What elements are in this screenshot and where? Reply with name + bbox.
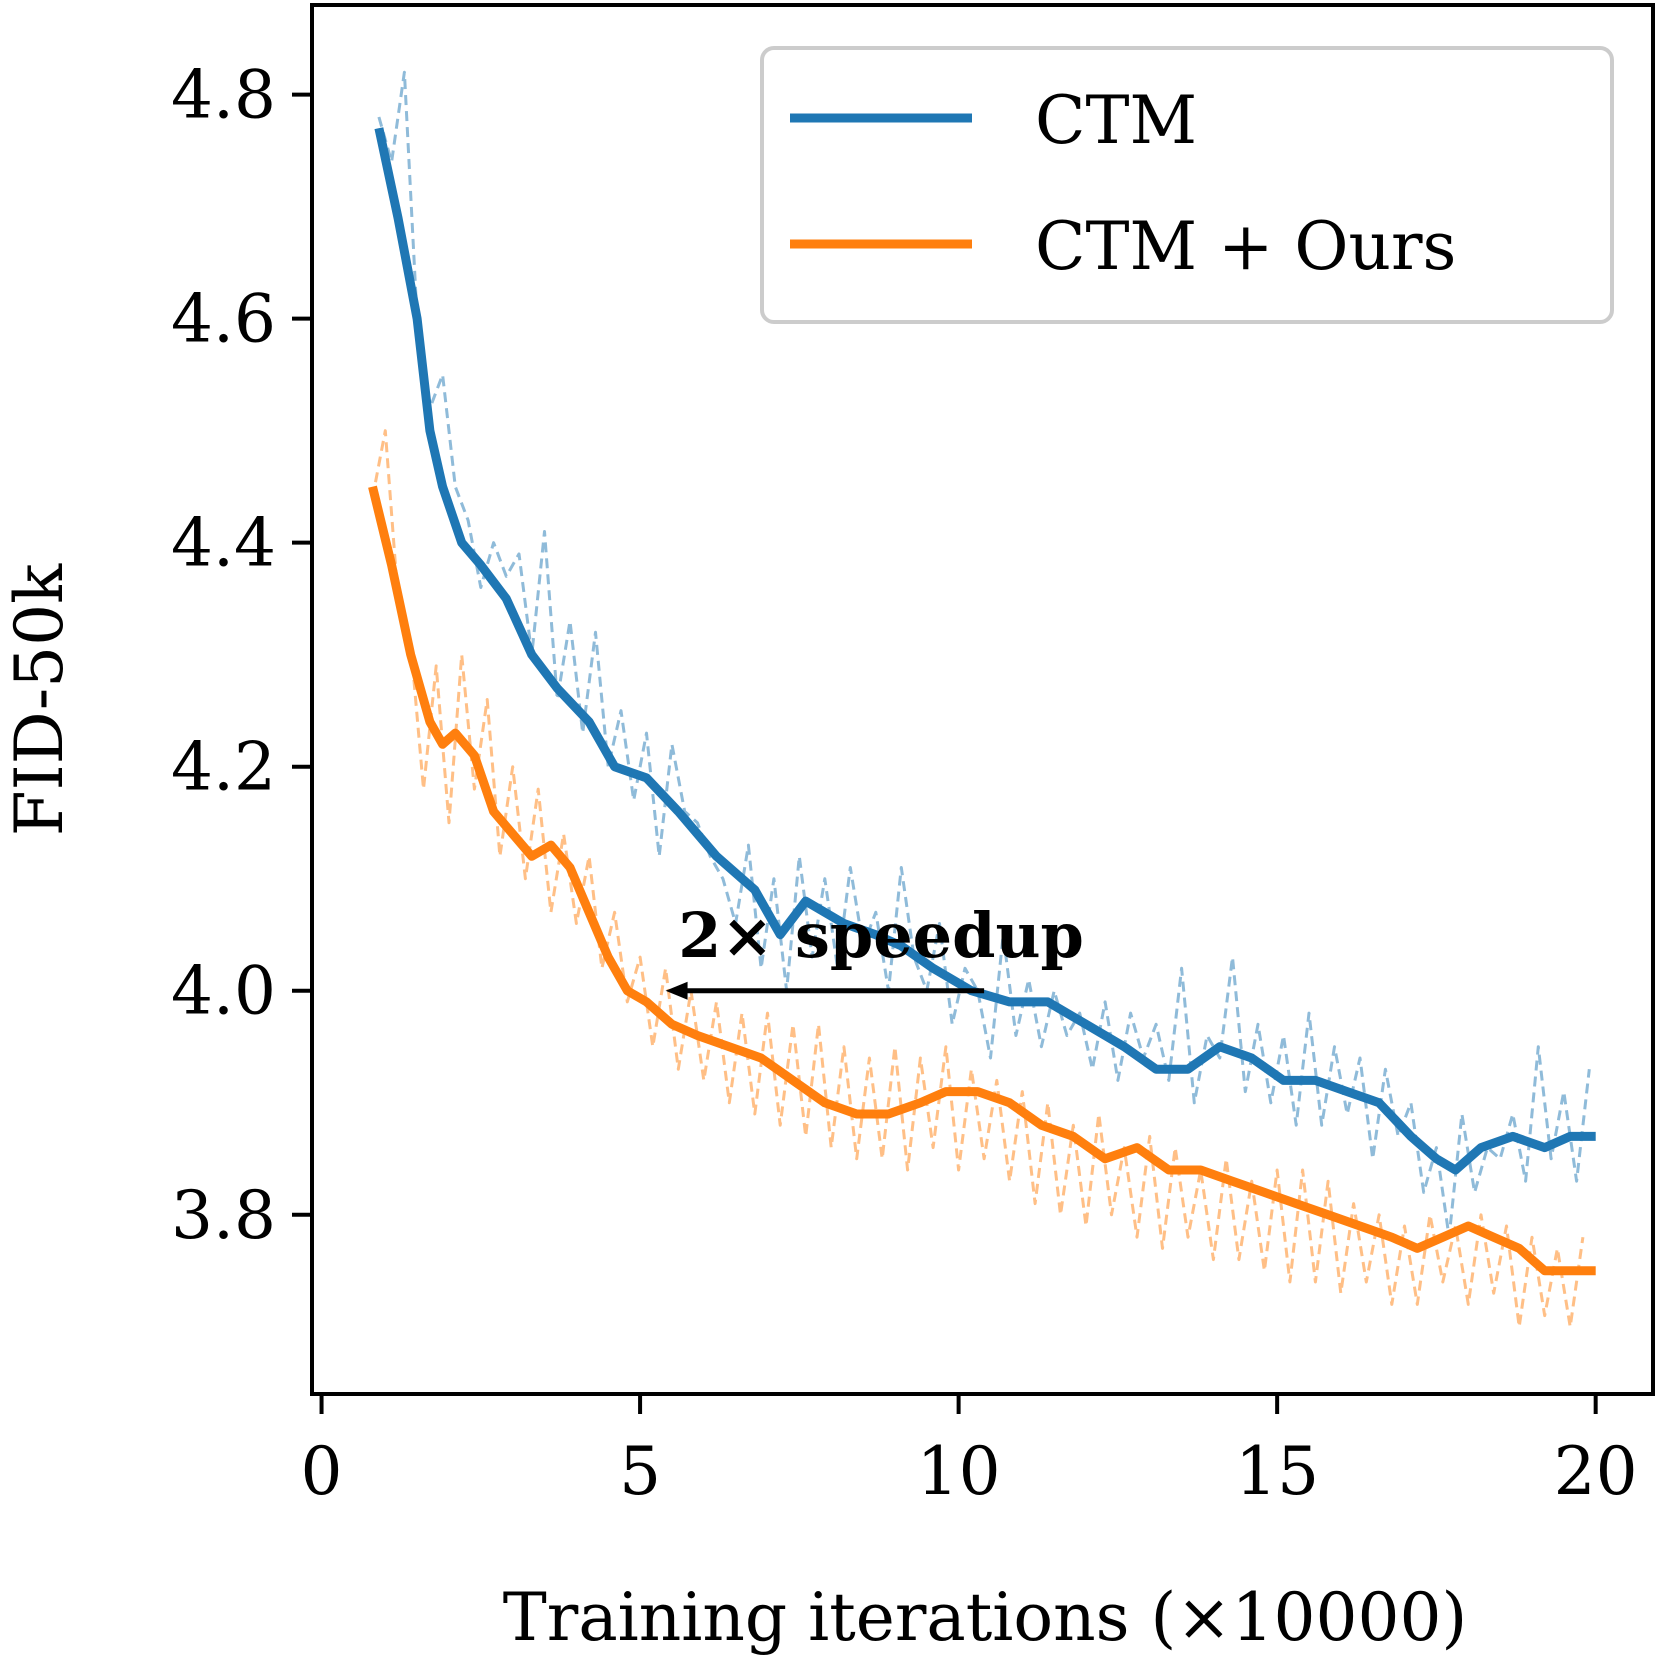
- y-tick-label: 4.2: [171, 729, 276, 806]
- x-tick-label: 10: [917, 1433, 1001, 1510]
- y-axis-ticks: 3.8 4.0 4.2 4.4 4.6 4.8: [171, 57, 312, 1254]
- legend-label-ctm: CTM: [1035, 82, 1197, 159]
- ctm-plus-ours-smoothed-series: [368, 485, 1596, 1276]
- speedup-arrow-head: [665, 981, 688, 1000]
- ctm-raw-line: [377, 70, 1591, 1239]
- ctm-smoothed-line: [374, 127, 1596, 1175]
- ctm-ours-raw-line: [371, 429, 1585, 1329]
- y-axis-label: FID-50k: [1, 563, 78, 836]
- speedup-annotation: 2× speedup: [665, 899, 1084, 1000]
- x-axis-ticks: 0 5 10 15 20: [301, 1394, 1638, 1510]
- y-tick-label: 4.0: [171, 953, 276, 1030]
- y-tick-label: 4.6: [171, 281, 276, 358]
- x-tick-label: 20: [1554, 1433, 1638, 1510]
- legend-box: [760, 46, 1614, 324]
- y-tick-label: 4.4: [171, 505, 276, 582]
- y-tick-label: 3.8: [171, 1177, 276, 1254]
- legend: CTM CTM + Ours: [760, 46, 1614, 324]
- ctm-smoothed-series: [374, 127, 1596, 1175]
- legend-label-ctm-plus-ours: CTM + Ours: [1035, 208, 1456, 285]
- ctm-plus-ours-raw-series: [371, 429, 1585, 1329]
- ctm-ours-smoothed-line: [368, 485, 1596, 1276]
- ctm-raw-series: [377, 70, 1591, 1239]
- x-tick-label: 5: [619, 1433, 661, 1510]
- x-tick-label: 15: [1235, 1433, 1319, 1510]
- y-tick-label: 4.8: [171, 57, 276, 134]
- speedup-label: 2× speedup: [678, 899, 1084, 972]
- x-tick-label: 0: [301, 1433, 343, 1510]
- plot-frame: [310, 3, 1655, 1396]
- x-axis-label: Training iterations (×10000): [503, 1579, 1467, 1656]
